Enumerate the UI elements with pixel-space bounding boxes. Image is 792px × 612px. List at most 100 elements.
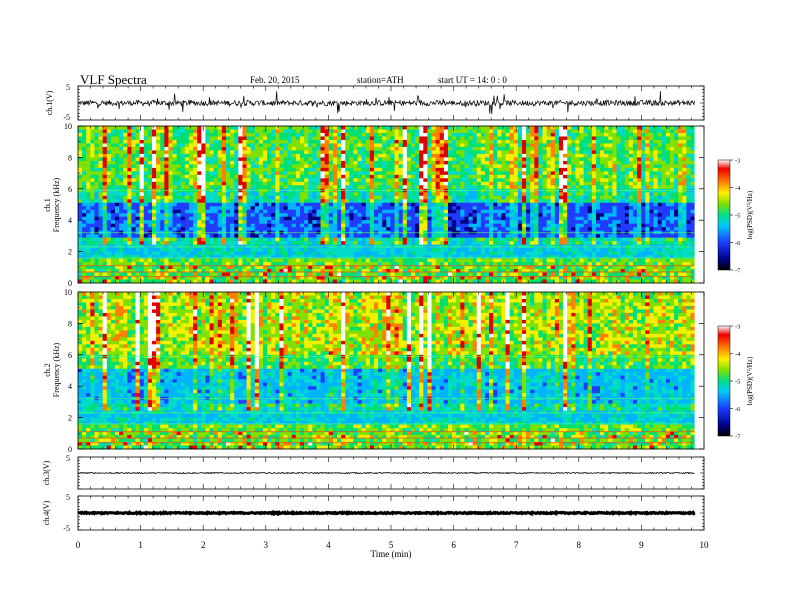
- spectrogram-cell: [517, 146, 523, 151]
- spectrogram-cell: [460, 129, 465, 134]
- spectrogram-cell: [184, 143, 190, 148]
- spectrogram-cell: [632, 220, 638, 225]
- spectrogram-cell: [390, 227, 395, 232]
- spectrogram-cell: [468, 227, 474, 232]
- spectrogram-cell: [410, 150, 416, 155]
- spectrogram-cell: [312, 157, 317, 162]
- spectrogram-cell: [423, 227, 428, 232]
- spectrogram-cell: [213, 185, 219, 190]
- spectrogram-cell: [369, 146, 375, 151]
- spectrogram-cell: [242, 185, 247, 190]
- spectrogram-cell: [517, 195, 523, 200]
- spectrogram-cell: [472, 192, 478, 197]
- spectrogram-cell: [353, 132, 358, 137]
- spectrogram-cell: [357, 164, 363, 169]
- spectrogram-cell: [361, 160, 367, 165]
- spectrogram-cell: [604, 132, 609, 137]
- spectrogram-cell: [579, 202, 585, 207]
- spectrogram-cell: [423, 146, 428, 151]
- spectrogram-cell: [217, 181, 223, 186]
- spectrogram-cell: [620, 129, 626, 134]
- spectrogram-cell: [267, 202, 272, 207]
- spectrogram-cell: [308, 178, 313, 183]
- spectrogram-cell: [612, 153, 617, 158]
- spectrogram-cell: [628, 150, 634, 155]
- spectrogram-cell: [653, 167, 659, 172]
- spectrogram-cell: [230, 185, 235, 190]
- spectrogram-cell: [308, 129, 313, 134]
- spectrogram-cell: [139, 213, 145, 218]
- spectrogram-cell: [345, 216, 350, 221]
- spectrogram-cell: [86, 160, 91, 165]
- spectrogram-cell: [188, 164, 194, 169]
- spectrogram-cell: [217, 199, 223, 204]
- spectrogram-cell: [378, 234, 383, 239]
- spectrogram-cell: [497, 129, 502, 134]
- spectrogram-cell: [476, 209, 482, 214]
- spectrogram-cell: [197, 223, 202, 228]
- spectrogram-cell: [291, 216, 297, 221]
- spectrogram-cell: [616, 195, 622, 200]
- spectrogram-cell: [534, 223, 539, 228]
- spectrogram-cell: [295, 136, 301, 141]
- spectrogram-cell: [583, 167, 589, 172]
- spectrogram-cell: [517, 227, 523, 232]
- spectrogram-cell: [628, 143, 634, 148]
- spectrogram-cell: [328, 129, 334, 134]
- spectrogram-cell: [435, 143, 441, 148]
- spectrogram-cell: [160, 171, 165, 176]
- spectrogram-cell: [571, 178, 576, 183]
- spectrogram-cell: [312, 181, 317, 186]
- spectrogram-cell: [94, 223, 99, 228]
- spectrogram-cell: [131, 171, 136, 176]
- spectrogram-cell: [345, 209, 350, 214]
- spectrogram-cell: [669, 202, 675, 207]
- spectrogram-cell: [287, 171, 293, 176]
- spectrogram-cell: [275, 220, 280, 225]
- spectrogram-cell: [571, 234, 576, 239]
- spectrogram-cell: [225, 139, 231, 144]
- spectrogram-cell: [369, 150, 375, 155]
- spectrogram-cell: [526, 171, 531, 176]
- spectrogram-cell: [279, 220, 284, 225]
- spectrogram-cell: [147, 146, 153, 151]
- spectrogram-cell: [410, 199, 416, 204]
- spectrogram-cell: [119, 129, 124, 134]
- spectrogram-cell: [587, 237, 593, 242]
- spectrogram-cell: [517, 234, 523, 239]
- spectrogram-cell: [439, 167, 445, 172]
- spectrogram-cell: [513, 234, 519, 239]
- spectrogram-cell: [637, 160, 642, 165]
- spectrogram-cell: [579, 136, 585, 141]
- spectrogram-cell: [657, 195, 663, 200]
- spectrogram-cell: [332, 150, 338, 155]
- spectrogram-cell: [312, 164, 317, 169]
- spectrogram-cell: [135, 174, 141, 179]
- spectrogram-cell: [176, 181, 182, 186]
- spectrogram-cell: [616, 167, 622, 172]
- spectrogram-cell: [258, 206, 264, 211]
- spectrogram-cell: [431, 220, 437, 225]
- spectrogram-cell: [357, 202, 363, 207]
- spectrogram-cell: [262, 167, 268, 172]
- spectrogram-cell: [604, 160, 609, 165]
- spectrogram-cell: [78, 126, 83, 130]
- spectrogram-cell: [86, 213, 91, 218]
- spectrogram-cell: [550, 157, 556, 162]
- spectrogram-cell: [604, 227, 609, 232]
- spectrogram-cell: [390, 160, 395, 165]
- spectrogram-cell: [336, 150, 342, 155]
- spectrogram-cell: [361, 132, 367, 137]
- spectrogram-cell: [139, 139, 145, 144]
- spectrogram-cell: [213, 160, 219, 165]
- spectrogram-cell: [283, 213, 289, 218]
- spectrogram-cell: [497, 143, 502, 148]
- spectrogram-cell: [205, 164, 210, 169]
- spectrogram-cell: [637, 146, 642, 151]
- spectrogram-cell: [620, 136, 626, 141]
- spectrogram-cell: [579, 234, 585, 239]
- spectrogram-cell: [628, 213, 634, 218]
- spectrogram-cell: [283, 195, 289, 200]
- spectrogram-cell: [382, 143, 387, 148]
- spectrogram-cell: [497, 213, 502, 218]
